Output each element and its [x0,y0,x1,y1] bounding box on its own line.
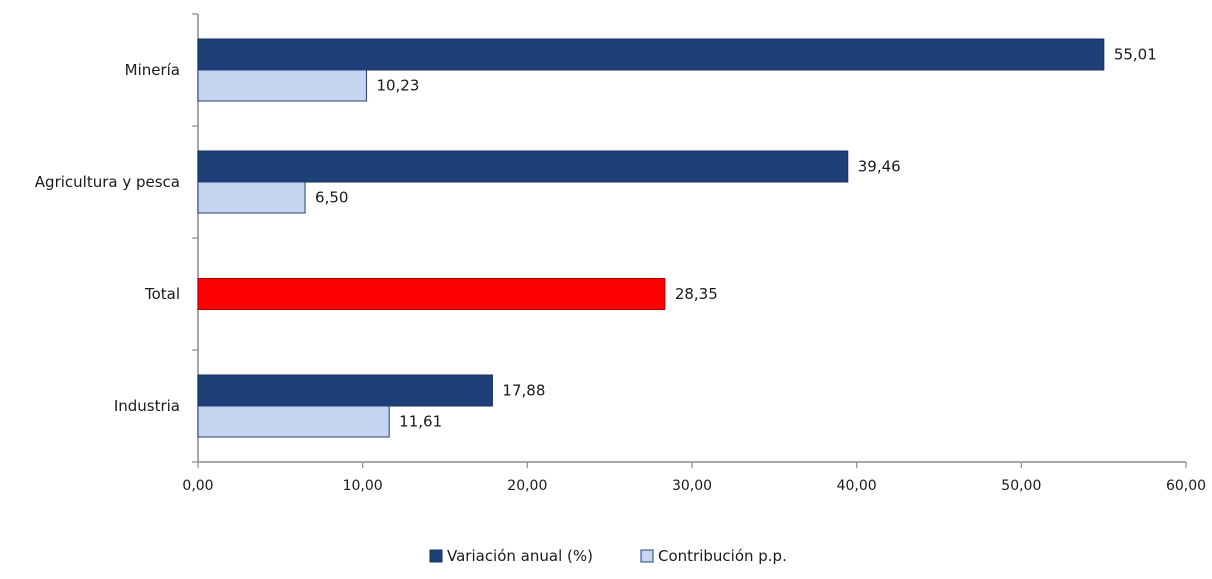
x-tick-label: 0,00 [182,478,213,494]
data-label-variacion-anual: 39,46 [858,158,901,176]
data-label-variacion-anual: 55,01 [1114,46,1157,64]
legend-label-contribucion: Contribución p.p. [658,547,787,565]
category-label: Industria [114,397,180,415]
legend-swatch-contribucion [640,549,654,563]
data-label-contribucion: 11,61 [399,413,442,431]
category-label: Total [144,285,180,303]
data-label-variacion-anual: 28,35 [675,285,718,303]
x-tick-label: 50,00 [1001,478,1041,494]
data-label-variacion-anual: 17,88 [502,382,545,400]
x-tick-label: 30,00 [672,478,712,494]
bar-variacion-anual [197,374,493,407]
x-tick-label: 10,00 [343,478,383,494]
legend-swatch-variacion-anual [429,549,443,563]
x-tick-label: 20,00 [507,478,547,494]
x-tick-label: 40,00 [837,478,877,494]
category-label: Agricultura y pesca [35,173,180,191]
category-label: Minería [125,61,180,79]
bar-contribucion [197,181,306,214]
bar-contribucion [197,69,367,102]
data-label-contribucion: 10,23 [376,77,419,95]
bar-variacion-anual [197,38,1105,71]
bar-contribucion [197,405,390,438]
data-label-contribucion: 6,50 [315,189,348,207]
bar-variacion-anual [197,278,666,310]
legend-label-variacion-anual: Variación anual (%) [447,547,593,565]
x-tick-label: 60,00 [1166,478,1206,494]
bar-variacion-anual [197,150,849,183]
